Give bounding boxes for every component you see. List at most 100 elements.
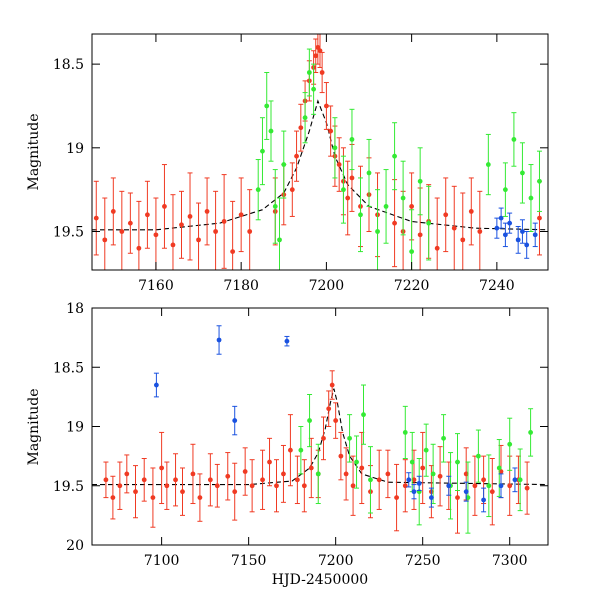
top-green-point bbox=[332, 145, 338, 151]
bottom-red-point bbox=[242, 469, 248, 474]
bottom-red-series bbox=[103, 370, 530, 534]
bottom-model-curve-group bbox=[92, 388, 548, 486]
top-red-point bbox=[392, 220, 397, 226]
bottom-y-tick-label: 18.5 bbox=[53, 360, 84, 376]
bottom-red-point bbox=[232, 489, 238, 495]
top-red-point bbox=[179, 222, 184, 228]
bottom-red-point bbox=[308, 465, 314, 471]
bottom-x-axis-title: HJD-2450000 bbox=[272, 572, 368, 588]
top-red-point bbox=[221, 219, 227, 224]
top-red-point bbox=[477, 229, 483, 234]
bottom-red-point bbox=[150, 495, 156, 500]
bottom-red-point bbox=[260, 477, 265, 483]
top-red-point bbox=[230, 249, 236, 254]
bottom-axis-ticks: 7100 7150 7200 7250 7300 18 18.5 19 19.5 20 bbox=[53, 301, 548, 569]
top-red-series bbox=[93, 34, 542, 270]
top-red-point bbox=[345, 195, 351, 201]
bottom-green-point bbox=[409, 459, 415, 465]
top-red-point bbox=[153, 232, 159, 238]
top-red-point bbox=[145, 212, 150, 218]
bottom-blue-point bbox=[416, 480, 422, 486]
bottom-red-point bbox=[225, 473, 231, 479]
top-panel-frame bbox=[91, 33, 549, 271]
top-green-series bbox=[255, 48, 542, 270]
bottom-panel: 7100 7150 7200 7250 7300 18 18.5 19 19.5 20 Magni… bbox=[26, 301, 549, 588]
bottom-red-point bbox=[267, 459, 272, 465]
top-red-point bbox=[110, 209, 116, 214]
bottom-green-point bbox=[507, 441, 513, 447]
top-red-point bbox=[247, 229, 253, 234]
top-red-point bbox=[323, 103, 329, 109]
top-red-point bbox=[434, 245, 440, 251]
bottom-green-point bbox=[475, 453, 481, 459]
bottom-red-point bbox=[481, 477, 487, 483]
top-green-point bbox=[311, 86, 317, 92]
bottom-red-point bbox=[214, 483, 220, 489]
bottom-red-point bbox=[281, 471, 286, 477]
bottom-x-tick-label: 7100 bbox=[144, 553, 180, 569]
bottom-x-tick-label: 7150 bbox=[231, 553, 267, 569]
bottom-y-tick-label: 20 bbox=[66, 538, 84, 554]
bottom-red-point bbox=[288, 447, 293, 453]
top-red-point bbox=[102, 237, 108, 243]
bottom-red-point bbox=[472, 483, 478, 489]
top-green-point bbox=[281, 162, 287, 167]
bottom-red-point bbox=[326, 406, 332, 412]
top-panel: 7160 7180 7200 7220 7240 18.5 19 19.5 Magnitude bbox=[26, 33, 549, 294]
bottom-red-point bbox=[197, 495, 203, 500]
bottom-red-point bbox=[437, 473, 443, 479]
top-green-point bbox=[400, 195, 406, 201]
bottom-plot-area bbox=[92, 325, 548, 534]
bottom-green-point bbox=[496, 465, 502, 471]
bottom-y-tick-label: 19 bbox=[66, 420, 84, 436]
bottom-red-point bbox=[420, 465, 426, 471]
top-green-point bbox=[375, 229, 380, 234]
bottom-green-point bbox=[368, 477, 373, 483]
bottom-red-point bbox=[103, 477, 109, 483]
top-green-point bbox=[277, 237, 282, 243]
bottom-green-point bbox=[441, 435, 446, 441]
top-axis-ticks: 7160 7180 7200 7220 7240 18.5 19 19.5 bbox=[53, 34, 548, 294]
top-red-point bbox=[136, 245, 142, 251]
top-red-point bbox=[451, 225, 457, 231]
bottom-green-point bbox=[298, 447, 304, 453]
bottom-green-point bbox=[455, 459, 460, 465]
bottom-red-point bbox=[274, 483, 279, 489]
top-red-point bbox=[468, 209, 474, 214]
bottom-red-point bbox=[343, 471, 349, 477]
top-red-point bbox=[196, 237, 201, 243]
bottom-red-point bbox=[463, 471, 469, 477]
top-red-point bbox=[537, 215, 542, 221]
top-x-tick-label: 7160 bbox=[138, 278, 174, 294]
top-red-point bbox=[294, 153, 299, 159]
bottom-panel-frame bbox=[91, 307, 549, 546]
bottom-green-point bbox=[361, 412, 366, 418]
bottom-red-point bbox=[385, 471, 391, 477]
bottom-x-tick-label: 7300 bbox=[492, 553, 528, 569]
top-model-curve bbox=[92, 99, 548, 231]
bottom-red-point bbox=[329, 382, 335, 388]
bottom-red-point bbox=[338, 453, 344, 459]
bottom-red-point bbox=[124, 471, 130, 477]
bottom-red-point bbox=[173, 477, 178, 483]
bottom-red-point bbox=[159, 465, 165, 471]
top-red-point bbox=[328, 128, 334, 134]
top-blue-point bbox=[494, 225, 500, 231]
top-green-point bbox=[255, 187, 261, 193]
top-red-point bbox=[313, 53, 319, 59]
top-green-point bbox=[341, 187, 346, 193]
bottom-red-point bbox=[507, 483, 513, 489]
top-green-point bbox=[409, 249, 415, 254]
bottom-red-point bbox=[524, 485, 530, 491]
bottom-y-tick-label: 19.5 bbox=[53, 479, 84, 495]
top-red-point bbox=[119, 229, 125, 234]
bottom-red-point bbox=[133, 489, 138, 495]
top-x-tick-label: 7200 bbox=[309, 278, 345, 294]
top-red-point bbox=[127, 220, 133, 226]
top-green-point bbox=[520, 170, 525, 176]
bottom-red-point bbox=[489, 489, 495, 495]
top-green-point bbox=[502, 187, 508, 193]
top-x-tick-label: 7240 bbox=[479, 278, 515, 294]
top-model-curve-group bbox=[92, 99, 548, 231]
top-red-point bbox=[409, 203, 415, 209]
